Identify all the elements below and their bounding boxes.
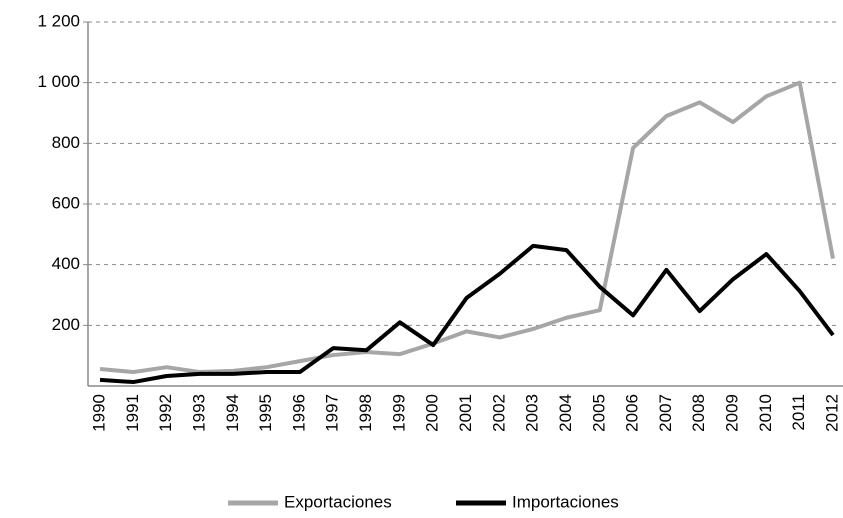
x-tick-label: 1992 (156, 394, 175, 432)
x-tick-label: 1998 (356, 394, 375, 432)
x-tick-label: 1990 (89, 394, 108, 432)
x-tick-label: 1995 (256, 394, 275, 432)
x-tick-label: 1999 (389, 394, 408, 432)
x-tick-label: 2005 (589, 394, 608, 432)
x-tick-label: 2009 (723, 394, 742, 432)
x-tick-label: 2002 (489, 394, 508, 432)
line-series (99, 243, 835, 385)
x-tick-label: 2004 (556, 394, 575, 432)
x-tick-label: 2011 (789, 394, 808, 431)
y-tick-label: 600 (52, 193, 80, 212)
legend-label: Importaciones (512, 492, 619, 511)
x-tick-label: 1997 (323, 394, 342, 432)
x-tick-label: 2000 (423, 394, 442, 432)
x-tick-label: 2012 (822, 394, 841, 432)
x-tick-label: 2003 (523, 394, 542, 432)
x-tick-label: 2006 (623, 394, 642, 432)
line-series (99, 80, 835, 375)
x-tick-label: 2008 (689, 394, 708, 432)
x-tick-label: 2007 (656, 394, 675, 432)
y-tick-label: 800 (52, 133, 80, 152)
y-tick-label: 1 000 (37, 72, 80, 91)
x-tick-label: 2010 (756, 394, 775, 432)
x-tick-label: 1991 (123, 394, 142, 432)
x-tick-label: 2001 (456, 394, 475, 432)
legend-label: Exportaciones (284, 492, 392, 511)
x-tick-label: 1994 (223, 394, 242, 432)
x-tick-label: 1993 (189, 394, 208, 432)
x-tick-label: 1996 (289, 394, 308, 432)
y-tick-label: 1 200 (37, 11, 80, 30)
y-tick-label: 200 (52, 315, 80, 334)
y-tick-label: 400 (52, 254, 80, 273)
